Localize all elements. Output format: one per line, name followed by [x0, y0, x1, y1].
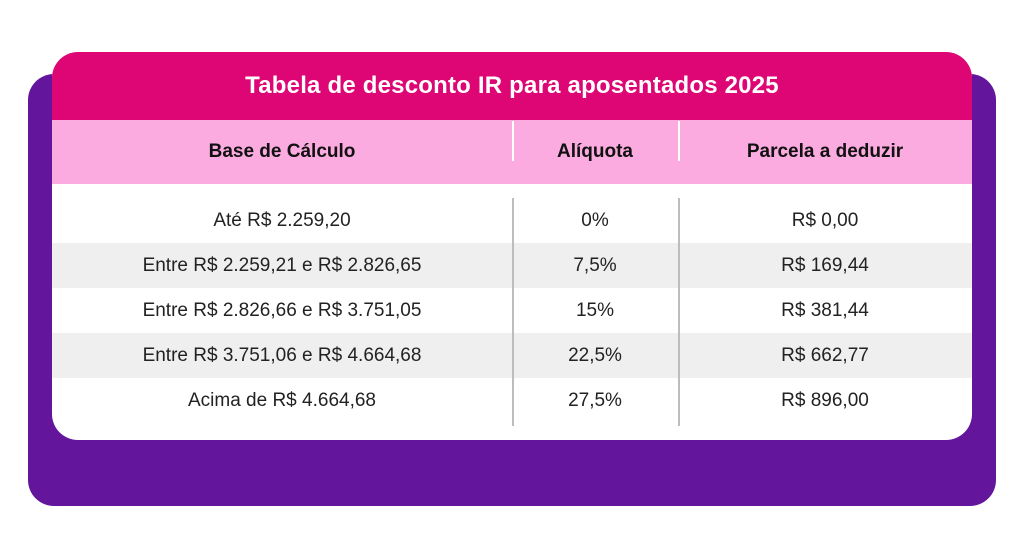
cell-parcela: R$ 0,00	[791, 209, 859, 231]
cell-parcela: R$ 662,77	[781, 344, 869, 366]
cell-aliquota: 15%	[575, 299, 615, 321]
table-row: Até R$ 2.259,20 0% R$ 0,00	[52, 198, 972, 243]
cell-base: Entre R$ 3.751,06 e R$ 4.664,68	[142, 344, 422, 366]
header-base-calculo: Base de Cálculo	[208, 141, 356, 162]
column-divider	[512, 198, 514, 426]
cell-aliquota: 22,5%	[568, 344, 622, 366]
cell-parcela: R$ 896,00	[781, 389, 869, 411]
table-row: Entre R$ 2.826,66 e R$ 3.751,05 15% R$ 3…	[52, 288, 972, 333]
title-bar: Tabela de desconto IR para aposentados 2…	[52, 52, 972, 120]
table-row: Acima de R$ 4.664,68 27,5% R$ 896,00	[52, 378, 972, 423]
cell-aliquota: 27,5%	[568, 389, 622, 411]
cell-base: Até R$ 2.259,20	[213, 209, 351, 231]
cell-base: Acima de R$ 4.664,68	[187, 389, 376, 411]
header-aliquota: Alíquota	[512, 121, 678, 163]
cell-base: Entre R$ 2.259,21 e R$ 2.826,65	[142, 254, 422, 276]
cell-aliquota: 0%	[581, 209, 609, 231]
ir-table-card: Tabela de desconto IR para aposentados 2…	[52, 52, 972, 440]
table-body: Até R$ 2.259,20 0% R$ 0,00 Entre R$ 2.25…	[52, 184, 972, 426]
cell-aliquota: 7,5%	[573, 254, 617, 276]
header-parcela-deduzir: Parcela a deduzir	[678, 121, 972, 163]
table-header-row: Base de Cálculo Alíquota Parcela a deduz…	[52, 120, 972, 184]
column-divider	[678, 198, 680, 426]
cell-base: Entre R$ 2.826,66 e R$ 3.751,05	[142, 299, 422, 321]
table-title: Tabela de desconto IR para aposentados 2…	[245, 72, 779, 99]
cell-parcela: R$ 169,44	[781, 254, 869, 276]
cell-parcela: R$ 381,44	[781, 299, 869, 321]
